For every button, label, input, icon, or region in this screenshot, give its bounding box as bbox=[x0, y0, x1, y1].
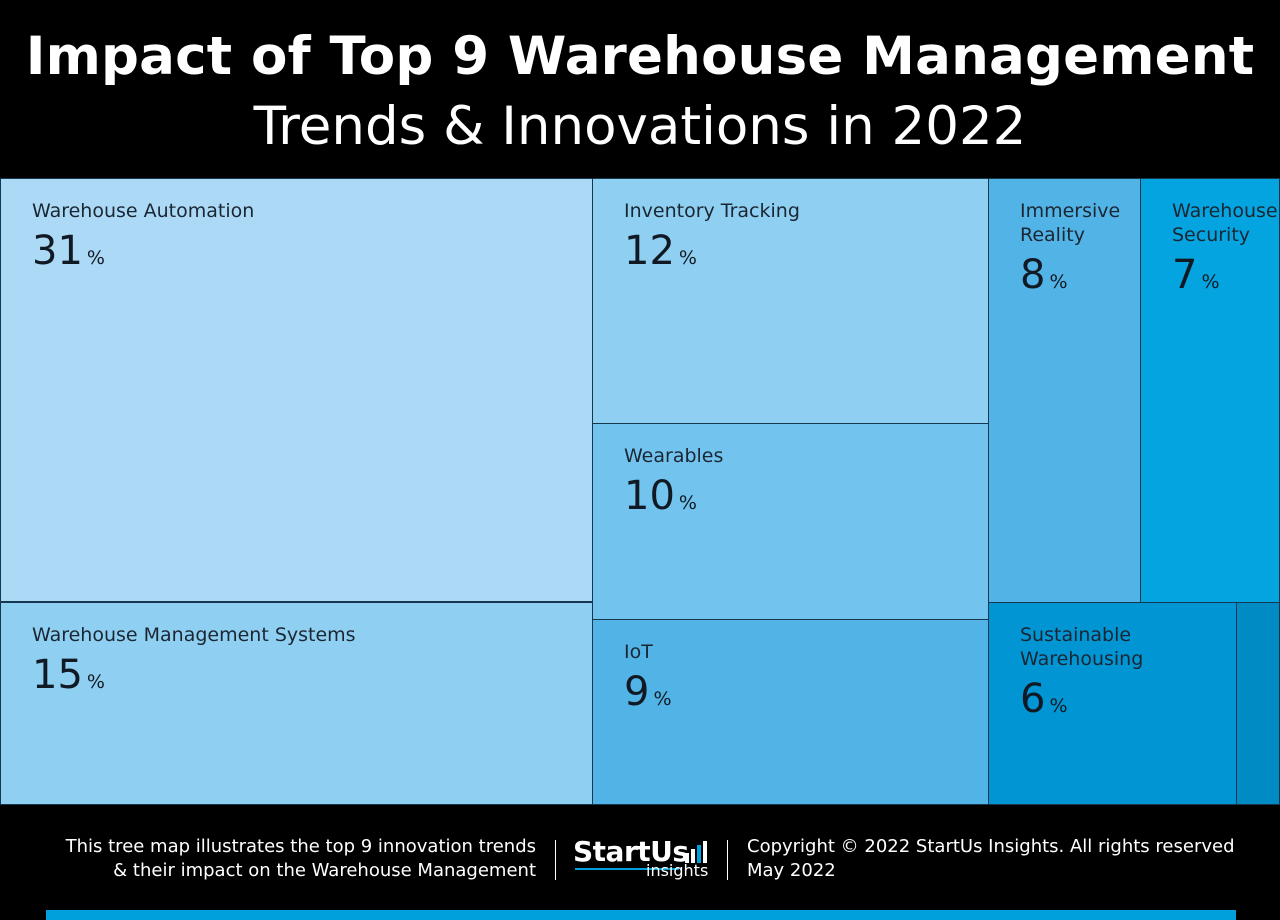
treemap-value-number: 7 bbox=[1172, 252, 1198, 298]
treemap-label: Warehouse Security bbox=[1172, 200, 1278, 246]
treemap-value: 10% bbox=[624, 474, 697, 518]
footer-description-line2: & their impact on the Warehouse Manageme… bbox=[113, 860, 536, 881]
treemap-value-unit: % bbox=[1201, 271, 1220, 293]
startus-insights-logo: StartUs insights bbox=[573, 835, 713, 885]
chart-subtitle: Trends & Innovations in 2022 bbox=[253, 96, 1027, 157]
treemap-value-number: 15 bbox=[32, 652, 83, 698]
logo-underline bbox=[575, 868, 679, 870]
treemap-label: Inventory Tracking bbox=[624, 200, 800, 222]
footer-description: This tree map illustrates the top 9 inno… bbox=[16, 835, 536, 883]
bar-chart-icon bbox=[685, 841, 707, 863]
treemap-cell-immersive-reality: Immersive Reality 8% bbox=[988, 178, 1141, 603]
treemap-value-number: 10 bbox=[624, 473, 675, 519]
bottom-accent-bar bbox=[46, 910, 1236, 920]
treemap-label: IoT bbox=[624, 641, 653, 663]
treemap-cell-inventory-tracking: Inventory Tracking 12% bbox=[592, 178, 989, 424]
treemap-cell-iot: IoT 9% bbox=[592, 619, 989, 805]
treemap-label: Warehouse Management Systems bbox=[32, 624, 356, 646]
treemap-cell-warehouse-management-systems: Warehouse Management Systems 15% bbox=[0, 602, 593, 805]
treemap-value-unit: % bbox=[653, 688, 672, 710]
footer-divider-left bbox=[555, 840, 556, 880]
logo-wordmark: StartUs bbox=[573, 835, 689, 868]
treemap-value: 7% bbox=[1172, 253, 1220, 297]
treemap-label: Warehouse Automation bbox=[32, 200, 255, 222]
footer: This tree map illustrates the top 9 inno… bbox=[0, 805, 1280, 920]
footer-description-line1: This tree map illustrates the top 9 inno… bbox=[65, 836, 536, 857]
chart-title: Impact of Top 9 Warehouse Management bbox=[25, 26, 1255, 87]
treemap-cell-unlabeled bbox=[1236, 602, 1280, 805]
treemap-value-number: 12 bbox=[624, 228, 675, 274]
treemap-value-unit: % bbox=[1049, 271, 1068, 293]
treemap: Warehouse Automation 31% Warehouse Managem… bbox=[0, 178, 1280, 805]
chart-header: Impact of Top 9 Warehouse Management Tre… bbox=[0, 0, 1280, 178]
treemap-value-unit: % bbox=[86, 247, 105, 269]
treemap-value: 15% bbox=[32, 653, 105, 697]
treemap-cell-warehouse-automation: Warehouse Automation 31% bbox=[0, 178, 593, 602]
treemap-value: 31% bbox=[32, 229, 105, 273]
treemap-label: Sustainable Warehousing bbox=[1020, 624, 1144, 670]
treemap-value: 12% bbox=[624, 229, 697, 273]
treemap-label: Immersive Reality bbox=[1020, 200, 1121, 246]
treemap-value-number: 9 bbox=[624, 669, 650, 715]
treemap-value: 8% bbox=[1020, 253, 1068, 297]
treemap-value-unit: % bbox=[678, 492, 697, 514]
copyright-text: Copyright © 2022 StartUs Insights. All r… bbox=[747, 836, 1235, 857]
treemap-value: 6% bbox=[1020, 677, 1068, 721]
treemap-label: Wearables bbox=[624, 445, 724, 467]
treemap-value-unit: % bbox=[1049, 695, 1068, 717]
treemap-value-unit: % bbox=[678, 247, 697, 269]
treemap-value-number: 31 bbox=[32, 228, 83, 274]
publish-date: May 2022 bbox=[747, 860, 836, 881]
footer-divider-right bbox=[727, 840, 728, 880]
treemap-cell-warehouse-security: Warehouse Security 7% bbox=[1140, 178, 1280, 603]
treemap-cell-sustainable-warehousing: Sustainable Warehousing 6% bbox=[988, 602, 1237, 805]
treemap-value-number: 8 bbox=[1020, 252, 1046, 298]
treemap-value: 9% bbox=[624, 670, 672, 714]
logo-subtext: insights bbox=[646, 861, 709, 880]
treemap-cell-wearables: Wearables 10% bbox=[592, 423, 989, 620]
treemap-value-unit: % bbox=[86, 671, 105, 693]
footer-copyright-block: Copyright © 2022 StartUs Insights. All r… bbox=[747, 835, 1235, 883]
treemap-value-number: 6 bbox=[1020, 676, 1046, 722]
